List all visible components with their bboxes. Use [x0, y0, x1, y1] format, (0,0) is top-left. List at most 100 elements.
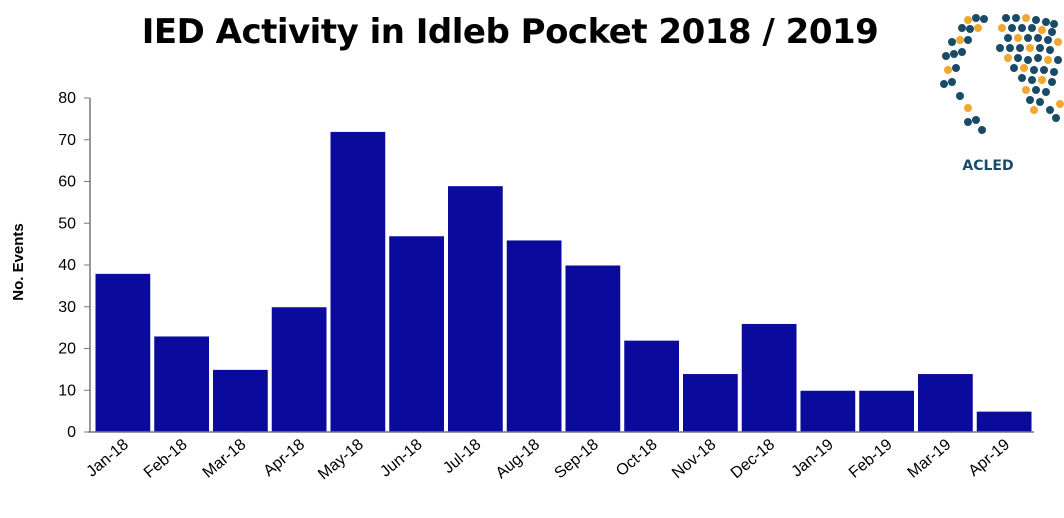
- y-tick-label: 20: [58, 341, 76, 358]
- globe-dot: [1024, 56, 1032, 64]
- globe-dot: [1024, 34, 1032, 42]
- globe-dot: [1034, 54, 1042, 62]
- globe-dot: [1002, 14, 1010, 22]
- globe-dot: [956, 36, 964, 44]
- x-tick-label: Mar-18: [200, 436, 250, 482]
- globe-dot: [1030, 66, 1038, 74]
- globe-dot: [964, 16, 972, 24]
- x-tick-label: Feb-19: [846, 436, 896, 482]
- x-tick-label: Nov-18: [669, 436, 720, 482]
- globe-dot: [1048, 78, 1056, 86]
- globe-dot: [1038, 26, 1046, 34]
- acled-logo-text: ACLED: [962, 158, 1014, 174]
- bar-mar-19: [917, 373, 974, 433]
- y-tick-label: 80: [58, 90, 76, 107]
- globe-dot: [974, 24, 982, 32]
- globe-dot: [1026, 44, 1034, 52]
- globe-dot: [1016, 44, 1024, 52]
- globe-dot: [964, 104, 972, 112]
- globe-dot: [1026, 96, 1034, 104]
- globe-dot: [1044, 56, 1052, 64]
- globe-dot: [1028, 76, 1036, 84]
- x-tick-label: Jan-18: [84, 436, 132, 481]
- globe-dot: [958, 48, 966, 56]
- bar-feb-19: [858, 389, 915, 433]
- globe-dot: [964, 118, 972, 126]
- globe-dot: [956, 92, 964, 100]
- globe-dot: [1036, 44, 1044, 52]
- y-tick-label: 10: [58, 382, 76, 399]
- globe-dot: [980, 15, 988, 23]
- x-tick-label: Dec-18: [728, 436, 779, 482]
- globe-dot: [952, 64, 960, 72]
- bar-sep-18: [564, 264, 622, 433]
- acled-globe-icon: [940, 14, 1064, 134]
- globe-dot: [1018, 74, 1026, 82]
- globe-dot: [972, 116, 980, 124]
- globe-dot: [1030, 106, 1038, 114]
- globe-dot: [1048, 28, 1056, 36]
- y-tick-label: 30: [58, 299, 76, 316]
- x-tick-label: Feb-18: [141, 436, 191, 482]
- globe-dot: [1050, 68, 1058, 76]
- globe-dot: [948, 78, 956, 86]
- globe-dot: [1028, 24, 1036, 32]
- globe-dot: [1056, 100, 1064, 108]
- globe-dot: [1044, 36, 1052, 44]
- globe-dot: [966, 25, 974, 33]
- globe-dot: [1042, 88, 1050, 96]
- x-tick-label: Jun-18: [377, 436, 425, 481]
- globe-dot: [1038, 76, 1046, 84]
- globe-dot: [1032, 16, 1040, 24]
- globe-dot: [964, 36, 972, 44]
- bars: [94, 130, 1033, 433]
- globe-dot: [1004, 34, 1012, 42]
- globe-dot: [1040, 66, 1048, 74]
- globe-dot: [1020, 64, 1028, 72]
- globe-dot: [1022, 86, 1030, 94]
- bar-apr-19: [975, 410, 1033, 433]
- x-tick-label: Sep-18: [551, 436, 602, 482]
- x-tick-label: Jul-18: [440, 436, 484, 477]
- bar-mar-18: [212, 368, 269, 433]
- globe-dot: [1046, 46, 1054, 54]
- bar-nov-18: [682, 373, 739, 433]
- y-axis-label: No. Events: [10, 223, 27, 301]
- globe-dot: [950, 50, 958, 58]
- globe-dot: [944, 66, 952, 74]
- globe-dot: [1036, 98, 1044, 106]
- bar-jan-18: [94, 272, 152, 433]
- bar-may-18: [329, 130, 387, 433]
- x-tick-label: Oct-18: [613, 436, 661, 480]
- y-tick-label: 60: [58, 174, 76, 191]
- globe-dot: [1052, 114, 1060, 122]
- globe-dot: [1004, 54, 1012, 62]
- globe-dot: [1046, 106, 1054, 114]
- globe-dot: [1006, 44, 1014, 52]
- bar-jul-18: [447, 185, 504, 433]
- globe-dot: [1008, 24, 1016, 32]
- globe-dot: [1034, 34, 1042, 42]
- bar-jun-18: [388, 235, 445, 433]
- y-axis-ticks: 0 10 20 30 40 50 60 70 80: [58, 90, 90, 441]
- globe-dot: [1018, 24, 1026, 32]
- y-tick-label: 0: [67, 424, 76, 441]
- x-tick-label: May-18: [315, 436, 367, 483]
- globe-dot: [972, 14, 980, 22]
- globe-dot: [1012, 14, 1020, 22]
- globe-dot: [1054, 38, 1062, 46]
- bar-oct-18: [623, 339, 680, 433]
- y-tick-label: 50: [58, 215, 76, 232]
- x-tick-label: Mar-19: [905, 436, 955, 482]
- globe-dot: [942, 52, 950, 60]
- globe-dot: [1014, 54, 1022, 62]
- y-axis-label-group: No. Events: [10, 223, 27, 301]
- bar-aug-18: [505, 239, 563, 433]
- globe-dot: [1054, 56, 1062, 64]
- bar-dec-18: [740, 322, 798, 433]
- globe-dot: [996, 44, 1004, 52]
- y-tick-label: 40: [58, 257, 76, 274]
- bar-jan-19: [799, 389, 857, 433]
- globe-dot: [948, 38, 956, 46]
